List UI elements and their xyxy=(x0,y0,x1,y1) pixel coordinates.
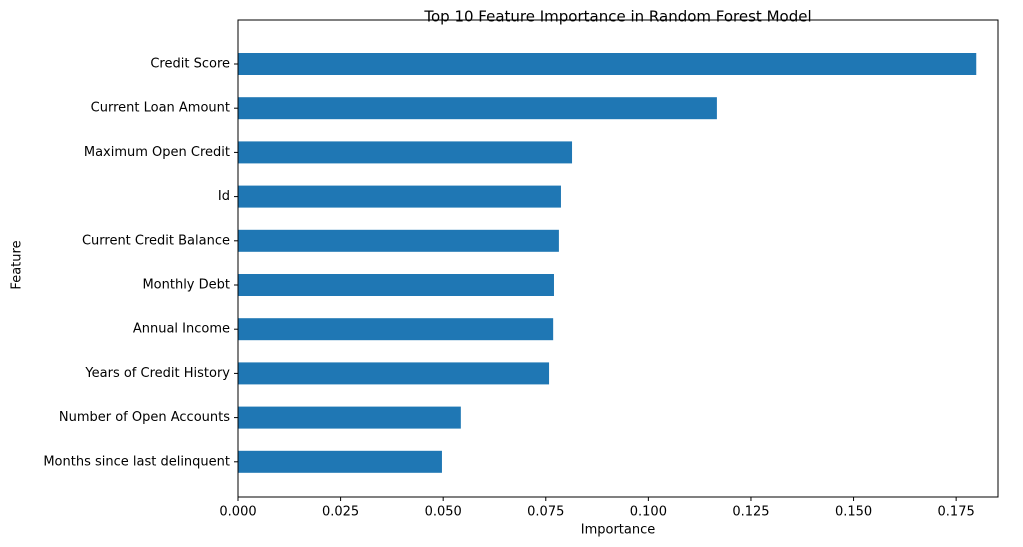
bar xyxy=(238,97,717,120)
bar xyxy=(238,362,550,385)
x-axis-label: Importance xyxy=(581,523,656,538)
bar xyxy=(238,450,442,473)
bar xyxy=(238,53,977,75)
x-tick-label: 0.050 xyxy=(425,505,462,520)
bar xyxy=(238,274,554,296)
y-tick-label: Current Loan Amount xyxy=(91,101,230,116)
y-tick-label: Monthly Debt xyxy=(142,278,230,293)
x-tick-label: 0.125 xyxy=(732,505,769,520)
x-tick-label: 0.025 xyxy=(322,505,359,520)
chart-title: Top 10 Feature Importance in Random Fore… xyxy=(423,8,811,26)
y-tick-label: Credit Score xyxy=(150,57,230,72)
x-tick-label: 0.175 xyxy=(938,505,975,520)
bar xyxy=(238,141,573,164)
y-tick-label: Annual Income xyxy=(133,322,230,337)
bar xyxy=(238,318,554,341)
y-tick-label: Years of Credit History xyxy=(84,366,230,381)
y-tick-label: Current Credit Balance xyxy=(82,233,230,248)
x-tick-label: 0.100 xyxy=(630,505,667,520)
x-tick-label: 0.000 xyxy=(219,505,256,520)
bar xyxy=(238,229,559,252)
bar xyxy=(238,406,461,429)
x-tick-label: 0.075 xyxy=(527,505,564,520)
y-tick-label: Months since last delinquent xyxy=(43,454,230,469)
y-tick-label: Maximum Open Credit xyxy=(84,145,230,160)
plot-frame xyxy=(237,19,999,498)
y-tick-label: Id xyxy=(218,189,230,204)
bar xyxy=(238,185,561,208)
y-tick-label: Number of Open Accounts xyxy=(59,410,230,425)
y-axis-label: Feature xyxy=(10,240,25,289)
x-tick-label: 0.150 xyxy=(835,505,872,520)
